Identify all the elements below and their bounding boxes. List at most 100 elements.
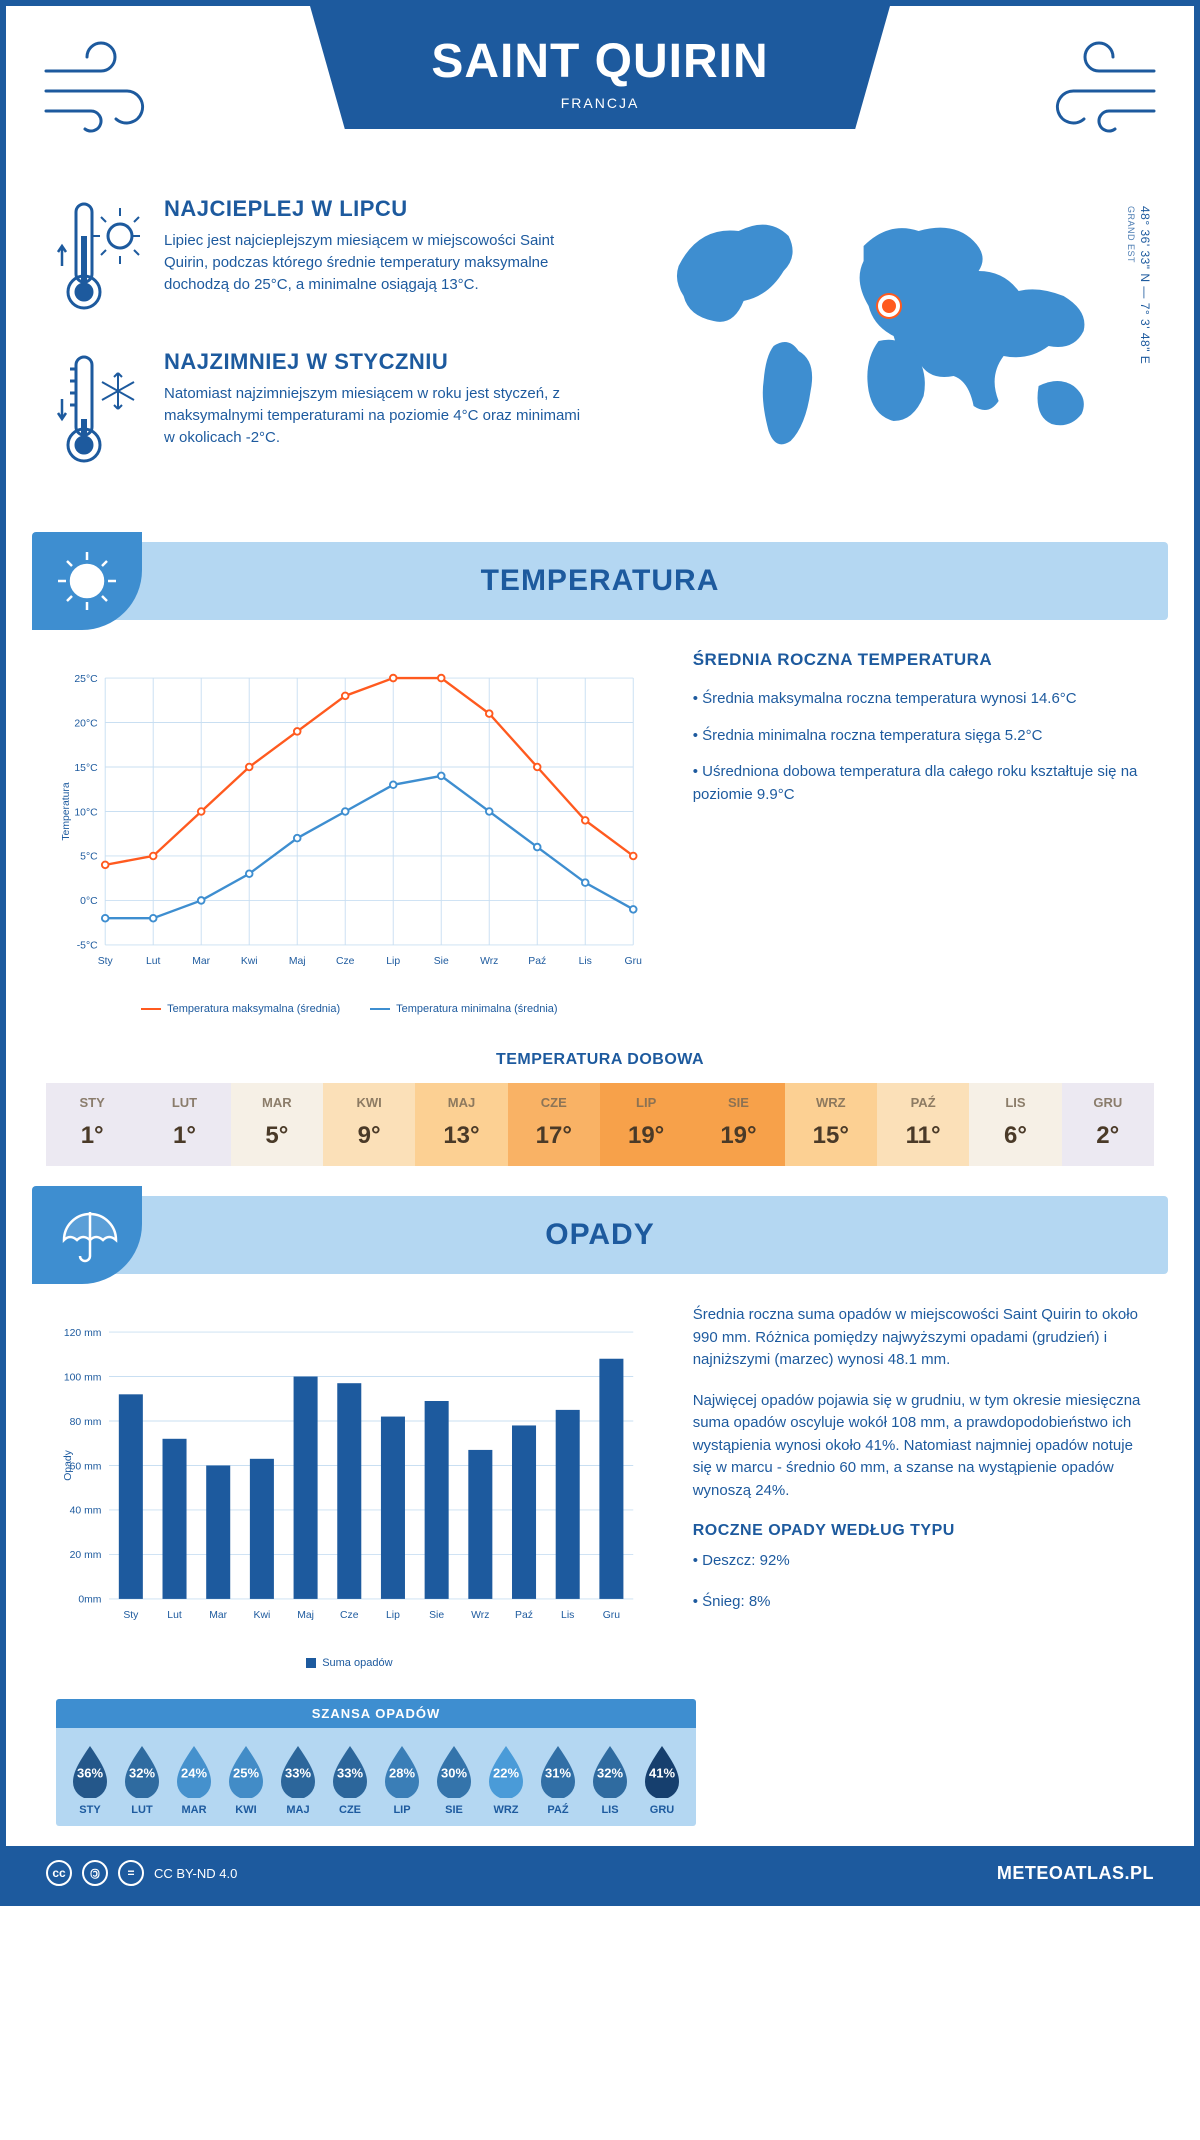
wind-icon xyxy=(36,36,186,136)
chance-cell: 32%LUT xyxy=(116,1742,168,1816)
hottest-title: NAJCIEPLEJ W LIPCU xyxy=(164,196,593,222)
svg-text:0°C: 0°C xyxy=(80,896,98,907)
svg-text:Kwi: Kwi xyxy=(241,956,258,967)
svg-text:Gru: Gru xyxy=(603,1610,621,1621)
hottest-text: Lipiec jest najcieplejszym miesiącem w m… xyxy=(164,230,593,295)
chance-cell: 36%STY xyxy=(64,1742,116,1816)
svg-text:Sty: Sty xyxy=(123,1610,139,1621)
svg-text:15°C: 15°C xyxy=(74,763,98,774)
chance-cell: 33%CZE xyxy=(324,1742,376,1816)
svg-text:Lip: Lip xyxy=(386,1610,400,1621)
daily-temp-table: STY1°LUT1°MAR5°KWI9°MAJ13°CZE17°LIP19°SI… xyxy=(46,1083,1154,1166)
svg-text:Lut: Lut xyxy=(167,1610,182,1621)
svg-text:5°C: 5°C xyxy=(80,852,98,863)
temperature-title: TEMPERATURA xyxy=(481,564,720,598)
svg-text:Mar: Mar xyxy=(209,1610,227,1621)
svg-text:Sie: Sie xyxy=(434,956,449,967)
world-map: 48° 36' 33" N — 7° 3' 48" E GRAND EST xyxy=(633,196,1144,502)
temp-summary-title: ŚREDNIA ROCZNA TEMPERATURA xyxy=(693,650,1144,670)
chance-cell: 31%PAŹ xyxy=(532,1742,584,1816)
precipitation-section-header: OPADY xyxy=(32,1196,1168,1274)
svg-text:-5°C: -5°C xyxy=(77,941,98,952)
daily-cell: GRU2° xyxy=(1062,1083,1154,1166)
chance-cell: 22%WRZ xyxy=(480,1742,532,1816)
title-banner: SAINT QUIRIN FRANCJA xyxy=(310,6,890,129)
svg-text:Lut: Lut xyxy=(146,956,161,967)
license-text: CC BY-ND 4.0 xyxy=(154,1866,237,1881)
svg-text:Opady: Opady xyxy=(63,1449,74,1480)
svg-text:60 mm: 60 mm xyxy=(70,1461,102,1472)
svg-text:Lis: Lis xyxy=(579,956,592,967)
temperature-line-chart: -5°C0°C5°C10°C15°C20°C25°CStyLutMarKwiMa… xyxy=(56,650,643,1015)
wind-icon xyxy=(1014,36,1164,136)
svg-text:Kwi: Kwi xyxy=(254,1610,271,1621)
daily-cell: LIP19° xyxy=(600,1083,692,1166)
svg-text:Cze: Cze xyxy=(340,1610,359,1621)
thermometer-hot-icon xyxy=(56,196,146,321)
legend-sum: Suma opadów xyxy=(306,1657,392,1669)
svg-text:Mar: Mar xyxy=(192,956,210,967)
svg-text:40 mm: 40 mm xyxy=(70,1506,102,1517)
daily-cell: MAJ13° xyxy=(415,1083,507,1166)
daily-cell: STY1° xyxy=(46,1083,138,1166)
chance-title: SZANSA OPADÓW xyxy=(56,1699,696,1728)
chance-cell: 32%LIS xyxy=(584,1742,636,1816)
chance-cell: 33%MAJ xyxy=(272,1742,324,1816)
by-icon: 🄯 xyxy=(82,1860,108,1886)
daily-cell: PAŹ11° xyxy=(877,1083,969,1166)
coldest-text: Natomiast najzimniejszym miesiącem w rok… xyxy=(164,383,593,448)
svg-text:Gru: Gru xyxy=(625,956,643,967)
legend-min: Temperatura minimalna (średnia) xyxy=(370,1003,557,1015)
svg-text:20 mm: 20 mm xyxy=(70,1550,102,1561)
cc-icon: cc xyxy=(46,1860,72,1886)
intro-section: NAJCIEPLEJ W LIPCU Lipiec jest najcieple… xyxy=(6,186,1194,532)
hottest-block: NAJCIEPLEJ W LIPCU Lipiec jest najcieple… xyxy=(56,196,593,321)
footer: cc 🄯 = CC BY-ND 4.0 METEOATLAS.PL xyxy=(6,1846,1194,1900)
svg-text:120 mm: 120 mm xyxy=(64,1328,102,1339)
coordinates: 48° 36' 33" N — 7° 3' 48" E GRAND EST xyxy=(1124,206,1152,364)
daily-temp-title: TEMPERATURA DOBOWA xyxy=(6,1051,1194,1069)
svg-text:20°C: 20°C xyxy=(74,718,98,729)
svg-text:Sty: Sty xyxy=(98,956,114,967)
location-marker-icon xyxy=(878,295,900,317)
temperature-summary: ŚREDNIA ROCZNA TEMPERATURA • Średnia mak… xyxy=(693,650,1144,1015)
svg-text:Temperatura: Temperatura xyxy=(61,782,72,841)
umbrella-icon xyxy=(32,1186,142,1284)
legend-max: Temperatura maksymalna (średnia) xyxy=(141,1003,340,1015)
site-name: METEOATLAS.PL xyxy=(997,1863,1154,1884)
nd-icon: = xyxy=(118,1860,144,1886)
svg-text:Paź: Paź xyxy=(528,956,546,967)
sun-icon xyxy=(32,532,142,630)
precip-type-title: ROCZNE OPADY WEDŁUG TYPU xyxy=(693,1522,1144,1540)
coldest-title: NAJZIMNIEJ W STYCZNIU xyxy=(164,349,593,375)
svg-text:25°C: 25°C xyxy=(74,674,98,685)
coldest-block: NAJZIMNIEJ W STYCZNIU Natomiast najzimni… xyxy=(56,349,593,474)
chance-cell: 25%KWI xyxy=(220,1742,272,1816)
svg-text:Wrz: Wrz xyxy=(480,956,498,967)
temperature-section-header: TEMPERATURA xyxy=(32,542,1168,620)
header: SAINT QUIRIN FRANCJA xyxy=(6,6,1194,186)
svg-text:10°C: 10°C xyxy=(74,807,98,818)
page-title: SAINT QUIRIN xyxy=(400,34,800,89)
daily-cell: WRZ15° xyxy=(785,1083,877,1166)
svg-text:Paź: Paź xyxy=(515,1610,533,1621)
daily-cell: SIE19° xyxy=(692,1083,784,1166)
svg-text:Lip: Lip xyxy=(386,956,400,967)
daily-cell: LUT1° xyxy=(138,1083,230,1166)
precipitation-summary: Średnia roczna suma opadów w miejscowośc… xyxy=(693,1304,1144,1669)
svg-text:Cze: Cze xyxy=(336,956,355,967)
precipitation-bar-chart: 0mm20 mm40 mm60 mm80 mm100 mm120 mmStyLu… xyxy=(56,1304,643,1669)
chance-cell: 30%SIE xyxy=(428,1742,480,1816)
rain-chance-strip: SZANSA OPADÓW 36%STY32%LUT24%MAR25%KWI33… xyxy=(56,1699,696,1826)
daily-cell: CZE17° xyxy=(508,1083,600,1166)
page-subtitle: FRANCJA xyxy=(400,95,800,111)
svg-text:Sie: Sie xyxy=(429,1610,444,1621)
thermometer-cold-icon xyxy=(56,349,146,474)
svg-text:Lis: Lis xyxy=(561,1610,574,1621)
svg-text:100 mm: 100 mm xyxy=(64,1372,102,1383)
daily-cell: LIS6° xyxy=(969,1083,1061,1166)
svg-text:Maj: Maj xyxy=(297,1610,314,1621)
chance-cell: 28%LIP xyxy=(376,1742,428,1816)
svg-text:80 mm: 80 mm xyxy=(70,1417,102,1428)
precipitation-title: OPADY xyxy=(545,1218,654,1252)
